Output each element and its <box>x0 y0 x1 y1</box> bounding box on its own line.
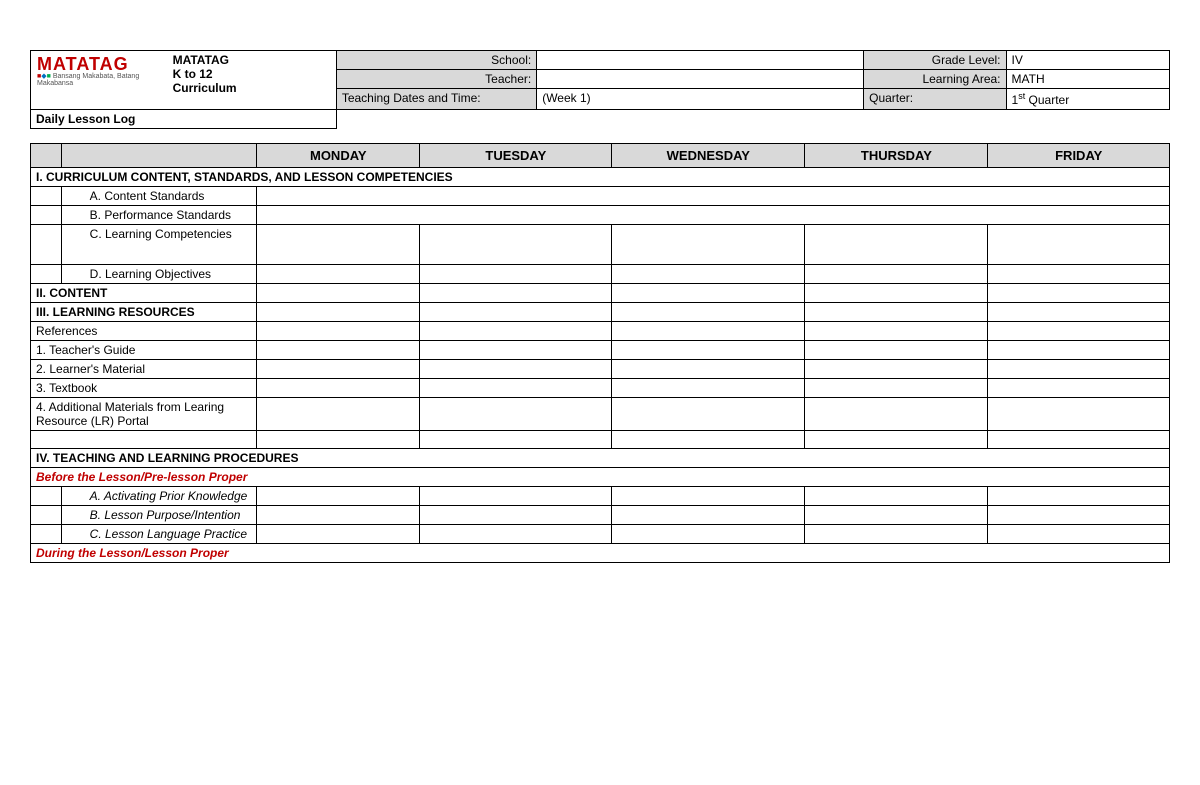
grade-value: IV <box>1006 51 1170 70</box>
title-line1: MATATAG <box>173 53 331 67</box>
day-mon: MONDAY <box>257 144 420 168</box>
school-value <box>537 51 864 70</box>
section-3: III. LEARNING RESOURCES <box>31 303 257 322</box>
row-lesson-language: C. Lesson Language Practice <box>61 525 256 544</box>
row-activating-prior: A. Activating Prior Knowledge <box>61 487 256 506</box>
logo-brand: MATATAG <box>37 55 162 73</box>
day-fri: FRIDAY <box>988 144 1170 168</box>
row-before-lesson: Before the Lesson/Pre-lesson Proper <box>31 468 1170 487</box>
section-2: II. CONTENT <box>31 284 257 303</box>
grade-label: Grade Level: <box>864 51 1006 70</box>
row-teachers-guide: 1. Teacher's Guide <box>31 341 257 360</box>
day-wed: WEDNESDAY <box>612 144 805 168</box>
logo-sub: ■◆■ Bansang Makabata, Batang Makabansa <box>37 73 162 87</box>
section-4: IV. TEACHING AND LEARNING PROCEDURES <box>31 449 1170 468</box>
dates-label: Teaching Dates and Time: <box>336 89 536 110</box>
title-line4: Daily Lesson Log <box>31 110 337 129</box>
row-lesson-purpose: B. Lesson Purpose/Intention <box>61 506 256 525</box>
dates-value: (Week 1) <box>537 89 864 110</box>
row-performance-standards: B. Performance Standards <box>61 206 256 225</box>
row-textbook: 3. Textbook <box>31 379 257 398</box>
row-learners-material: 2. Learner's Material <box>31 360 257 379</box>
quarter-value: 1st Quarter <box>1006 89 1170 110</box>
section-1: I. CURRICULUM CONTENT, STANDARDS, AND LE… <box>31 168 1170 187</box>
teacher-value <box>537 70 864 89</box>
row-learning-objectives: D. Learning Objectives <box>61 265 256 284</box>
header-table: MATATAG ■◆■ Bansang Makabata, Batang Mak… <box>30 50 1170 129</box>
area-value: MATH <box>1006 70 1170 89</box>
lesson-table: MONDAY TUESDAY WEDNESDAY THURSDAY FRIDAY… <box>30 143 1170 563</box>
row-during-lesson: During the Lesson/Lesson Proper <box>31 544 1170 563</box>
day-thu: THURSDAY <box>805 144 988 168</box>
row-references: References <box>31 322 257 341</box>
title-line3: Curriculum <box>173 81 331 95</box>
school-label: School: <box>336 51 536 70</box>
quarter-label: Quarter: <box>864 89 1006 110</box>
day-tue: TUESDAY <box>420 144 612 168</box>
row-content-standards: A. Content Standards <box>61 187 256 206</box>
teacher-label: Teacher: <box>336 70 536 89</box>
row-learning-competencies: C. Learning Competencies <box>61 225 256 265</box>
area-label: Learning Area: <box>864 70 1006 89</box>
row-additional-materials: 4. Additional Materials from Learing Res… <box>31 398 257 431</box>
title-line2: K to 12 <box>173 67 331 81</box>
